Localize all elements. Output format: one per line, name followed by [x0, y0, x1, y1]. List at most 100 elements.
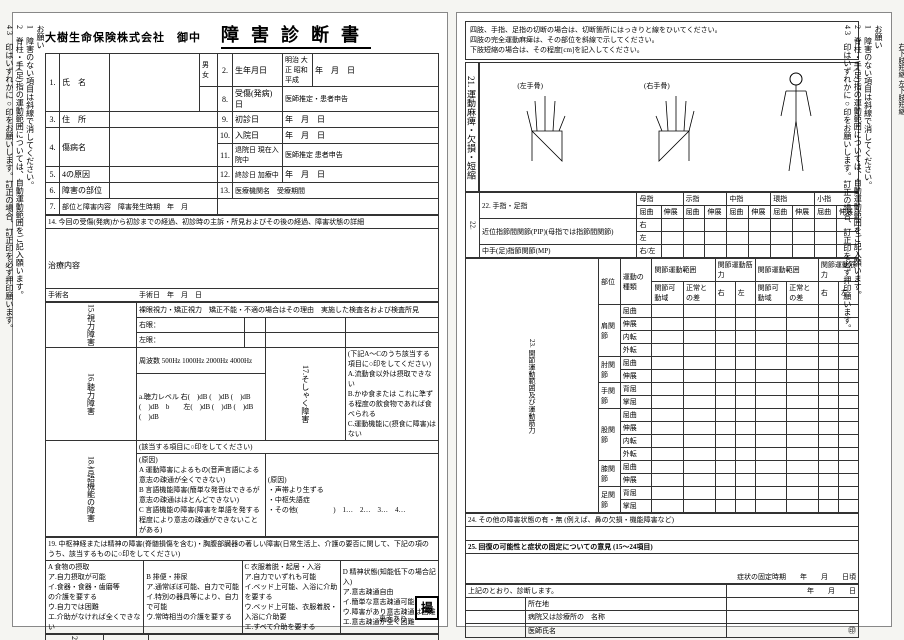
note-15: 裸眼視力・矯正視力 矯正不能・不適の場合はその理由 実施した検査名および検査所見	[137, 303, 439, 318]
h23b-3: 正常との差	[684, 282, 716, 305]
side-head-r: お願い	[873, 25, 883, 614]
hand-left-icon	[517, 91, 577, 171]
field-dob[interactable]: 年 月 日	[313, 54, 439, 87]
m-add: 内転	[620, 331, 652, 344]
body-diagram: (左手骨) (右手骨) 右下肢短縮 左下肢短縮	[479, 62, 859, 192]
form-table-top: 1.氏 名 男女 2.生年月日 明治 大正 昭和 平成年 月 日 8.受傷(発病…	[45, 53, 439, 215]
db-row[interactable]: a.聴力レベル 右( )dB ( )dB ( )dB ( )dB b 左( )d…	[137, 374, 266, 441]
sig-text: 上記のとおり、診断します。	[466, 585, 727, 598]
field-end[interactable]: 年 月 日	[283, 167, 439, 183]
label-prior-injury: 部位と障害内容 障害発生時期 年 月	[60, 199, 218, 215]
h23-rom2: 関節運動範囲	[755, 259, 818, 282]
h23b-2: 関節可動域	[652, 282, 684, 305]
text-18r: (原因) ・声帯より生ずる ・中枢失語症 ・その他( ) 1… 2… 3… 4…	[265, 454, 438, 537]
sig-hosp: 病院又は診療所の 名称	[526, 611, 727, 624]
h23b-5: 左	[735, 282, 755, 305]
stamp-icon: 撮	[415, 596, 439, 620]
label-21-vert: 21. 運動麻痺・欠損・短縮	[465, 62, 479, 192]
label-19: 19. 中枢神経または精神の障害(脊髄損傷を含む)・胸腹部臓器の著しい障害(日常…	[46, 538, 439, 561]
s22-8: 屈曲	[815, 206, 837, 219]
hand-right-fig: (右手骨)	[644, 81, 704, 173]
col-19a: A 食物の摂取 ア.自力摂取が可能 イ.食器・食器・歯磨等 の介護を要する ウ.…	[46, 561, 144, 634]
h23b-4: 右	[715, 282, 735, 305]
s22-1: 伸展	[661, 206, 683, 219]
field-14[interactable]: 治療内容	[46, 229, 439, 289]
side-n3: 4 3 印はいずれかに○印をお願いします。訂正の場合、訂正印を必ず押印願います。	[3, 25, 13, 614]
main-left: 大樹生命保険株式会社 御中 障害診断書 1.氏 名 男女 2.生年月日 明治 大…	[45, 21, 439, 618]
side-n1: 1 障害のない項目は斜線で消してください。	[24, 25, 34, 614]
label-14: 14. 今回の受傷(発病)から初診までの経過、初診時の主訴・所見およびその後の経…	[46, 216, 439, 229]
section-20: 20.脊柱障害 A 運動障害 頸部(0°- ) 腰部(0°- ) 胸腰(0°- …	[45, 634, 439, 640]
finger-ring: 環指	[771, 193, 815, 206]
section-14: 14. 今回の受傷(発病)から初診までの経過、初診時の主訴・所見およびその後の経…	[45, 215, 439, 302]
s22-7: 伸展	[793, 206, 815, 219]
right-eye[interactable]: 右眼：	[137, 318, 245, 333]
field-name[interactable]	[110, 54, 200, 112]
field-institution[interactable]	[218, 199, 439, 215]
field-cause[interactable]	[110, 167, 218, 183]
h23-str1: 関節運動筋力	[715, 259, 755, 282]
m-ext: 伸展	[620, 318, 652, 331]
s22-0: 屈曲	[637, 206, 661, 219]
title-row: 大樹生命保険株式会社 御中 障害診断書	[45, 21, 439, 49]
range-20[interactable]: 頸部(0°- ) 腰部(0°- ) 胸腰(0°- ) 前屈(0°- ) 右屈(0…	[148, 635, 438, 640]
label-eras: 明治 大正 昭和 平成	[283, 54, 313, 87]
section-15-18: 15.視力障害 裸眼視力・矯正視力 矯正不能・不適の場合はその理由 実施した検査…	[45, 302, 439, 537]
label-24: 24. その他の障害状態の有・無 (例えば、鼻の欠損・機能障害など)	[466, 514, 859, 527]
m-flex: 屈曲	[620, 305, 652, 318]
section-23: 23. 関節運動範囲及び運動筋力 部位 運動の種類 関節運動範囲 関節運動筋力 …	[465, 258, 859, 513]
section-22: 22. 22. 手指・足指 母指 示指 中指 環指 小指 屈曲伸展 屈曲伸展 屈…	[465, 192, 859, 258]
hand-right-icon	[644, 91, 704, 171]
label-institution: 医療機関名 受療期間	[233, 183, 439, 199]
field-24[interactable]	[466, 527, 859, 541]
label-23-vert: 23. 関節運動範囲及び運動筋力	[466, 259, 599, 513]
text-17: (下記A〜Cのうち該当する項目に○印をしてください) A.流動食以外は摂取できな…	[345, 348, 438, 441]
h23b-8: 右	[818, 282, 838, 305]
left-eye[interactable]: 左眼：	[137, 333, 245, 348]
label-sex: 男女	[200, 54, 218, 87]
field-address[interactable]	[110, 112, 218, 128]
label-site: 障害の部位	[60, 183, 110, 199]
field-doc[interactable]: ㊞	[726, 624, 858, 638]
hand-r-label: (右手骨)	[644, 81, 704, 91]
label-mp: 中手(足)指節関節(MP)	[480, 245, 637, 258]
s22-5: 伸展	[749, 206, 771, 219]
freq-row: 周波数 500Hz 1000Hz 2000Hz 4000Hz	[137, 348, 266, 374]
field-hosp[interactable]	[726, 611, 858, 624]
field-addr[interactable]	[726, 598, 858, 611]
side-n1-r: 1 障害のない項目は斜線で消してください。	[862, 25, 872, 614]
h23-type: 運動の種類	[620, 259, 652, 305]
field-disease[interactable]	[110, 128, 218, 167]
label-15-vert: 15.視力障害	[46, 303, 137, 348]
page-1: お願い 1 障害のない項目は斜線で消してください。 2 脊柱・手(足)指の運動範…	[12, 12, 448, 627]
label-treatment: 治療内容	[48, 260, 436, 271]
label-discharge: 退院日 現在入院中	[233, 144, 283, 167]
sig-doc: 医師氏名	[526, 624, 727, 638]
field-site[interactable]	[110, 183, 218, 199]
side-note-left: お願い 1 障害のない項目は斜線で消してください。 2 脊柱・手(足)指の運動範…	[21, 21, 45, 618]
label-address: 住 所	[60, 112, 110, 128]
field-first-visit[interactable]: 年 月 日	[283, 112, 439, 128]
m3-dors: 背屈	[620, 383, 652, 396]
col-19b: B 排便・排尿 ア.通常ぼぼ可能、自力で可能 イ.特別の器具等により、自力で可能…	[144, 561, 242, 634]
label-injury-date: 受傷(発病)日	[233, 87, 283, 112]
h23-rom1: 関節運動範囲	[652, 259, 715, 282]
label-20a: A 運動障害	[104, 635, 149, 640]
h23b-6: 関節可動域	[755, 282, 787, 305]
h23b-7: 正常との差	[787, 282, 819, 305]
fixdate[interactable]: 症状の固定時期 年 月 日頃	[466, 554, 859, 584]
m3-palm: 掌屈	[620, 396, 652, 409]
label-16-vert: 16.聴力障害	[46, 348, 137, 441]
label-25: 25. 回復の可能性と症状の固定についての意見 (15〜24項目)	[466, 541, 859, 554]
document-title: 障害診断書	[221, 21, 371, 49]
sig-addr: 所在地	[526, 598, 727, 611]
finger-middle: 中指	[727, 193, 771, 206]
m2-ext: 伸展	[620, 370, 652, 383]
label-cause: 4の原因	[60, 167, 110, 183]
m-abd: 外転	[620, 344, 652, 357]
body-fig: 右下肢短縮 左下肢短縮	[771, 71, 821, 183]
label-20-vert: 20.脊柱障害	[46, 635, 104, 640]
joint-shoulder: 肩関節	[599, 305, 621, 357]
sig-date[interactable]: 年 月 日	[726, 585, 858, 598]
field-admission[interactable]: 年 月 日	[283, 128, 439, 144]
